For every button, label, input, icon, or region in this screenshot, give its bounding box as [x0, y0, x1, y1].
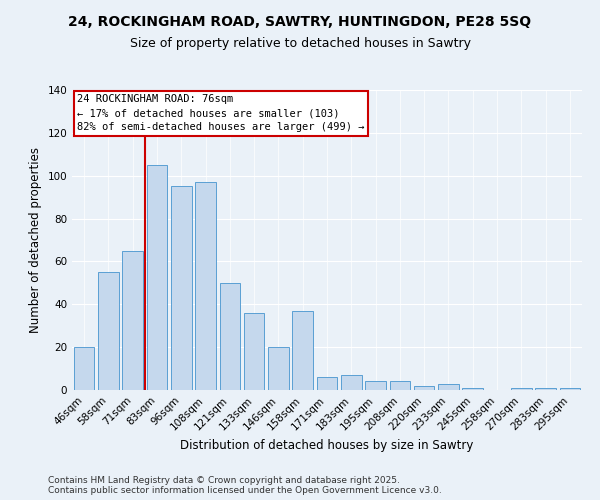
Text: 24 ROCKINGHAM ROAD: 76sqm
← 17% of detached houses are smaller (103)
82% of semi: 24 ROCKINGHAM ROAD: 76sqm ← 17% of detac…	[77, 94, 365, 132]
Bar	[535, 388, 556, 390]
Bar	[511, 388, 532, 390]
Bar	[98, 272, 119, 390]
Bar	[122, 250, 143, 390]
Bar	[438, 384, 459, 390]
Text: 24, ROCKINGHAM ROAD, SAWTRY, HUNTINGDON, PE28 5SQ: 24, ROCKINGHAM ROAD, SAWTRY, HUNTINGDON,…	[68, 15, 532, 29]
X-axis label: Distribution of detached houses by size in Sawtry: Distribution of detached houses by size …	[181, 438, 473, 452]
Bar	[317, 377, 337, 390]
Bar	[292, 310, 313, 390]
Bar	[171, 186, 191, 390]
Bar	[268, 347, 289, 390]
Bar	[463, 388, 483, 390]
Bar	[365, 382, 386, 390]
Bar	[389, 382, 410, 390]
Text: Size of property relative to detached houses in Sawtry: Size of property relative to detached ho…	[130, 38, 470, 51]
Bar	[74, 347, 94, 390]
Y-axis label: Number of detached properties: Number of detached properties	[29, 147, 42, 333]
Bar	[146, 165, 167, 390]
Bar	[341, 375, 362, 390]
Bar	[220, 283, 240, 390]
Bar	[560, 388, 580, 390]
Bar	[414, 386, 434, 390]
Text: Contains HM Land Registry data © Crown copyright and database right 2025.
Contai: Contains HM Land Registry data © Crown c…	[48, 476, 442, 495]
Bar	[195, 182, 216, 390]
Bar	[244, 313, 265, 390]
